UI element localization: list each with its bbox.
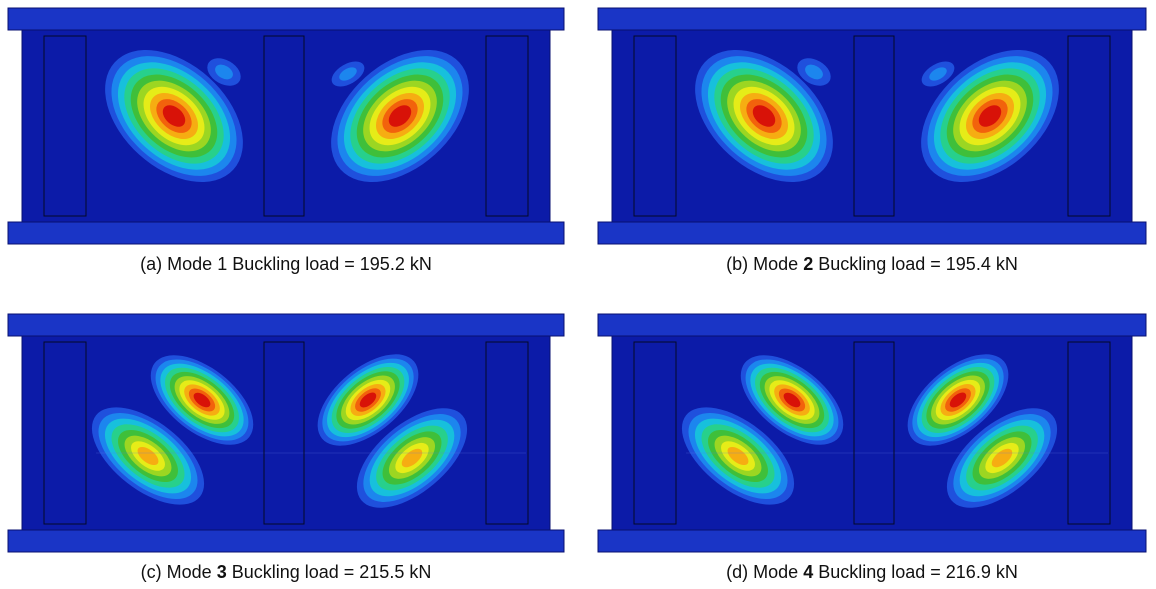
secondary-bump [797, 58, 831, 86]
stiffener-outline [633, 35, 677, 217]
bottom-flange [7, 529, 565, 553]
bottom-flange [597, 221, 1147, 245]
buckle-lobe-right [331, 49, 469, 183]
contour-band [401, 448, 423, 468]
caption-suffix: Buckling load = 195.2 kN [227, 254, 432, 274]
stiffener-outline [263, 341, 305, 525]
contour-band [991, 448, 1013, 468]
caption-prefix: (a) Mode [140, 254, 218, 274]
stiffener-outline [853, 35, 895, 217]
caption-mode-number: 2 [803, 254, 814, 274]
contour-band [805, 64, 823, 80]
stiffener-outline [853, 341, 895, 525]
contour-band [162, 105, 186, 127]
web-plate [21, 29, 551, 223]
buckle-lobe-left [105, 49, 243, 183]
bottom-flange [597, 529, 1147, 553]
secondary-bump [921, 61, 955, 87]
caption-suffix: Buckling load = 215.5 kN [226, 562, 432, 582]
contour-plot-mode-4 [596, 312, 1148, 554]
top-flange [7, 7, 565, 31]
caption-mode-4: (d) Mode 4 Buckling load = 216.9 kN [596, 562, 1148, 583]
caption-mode-1: (a) Mode 1 Buckling load = 195.2 kN [6, 254, 566, 275]
caption-mode-number: 1 [217, 254, 228, 274]
stiffener-outline [43, 341, 87, 525]
contour-plot-mode-1 [6, 6, 566, 246]
buckle-lobe-left-lower [681, 407, 795, 505]
buckle-lobe-right-upper [317, 354, 419, 446]
panel-mode-3: (c) Mode 3 Buckling load = 215.5 kN [6, 312, 566, 584]
top-flange [597, 313, 1147, 337]
panel-mode-4: (d) Mode 4 Buckling load = 216.9 kN [596, 312, 1148, 584]
contour-band [339, 67, 357, 81]
buckle-lobe-right-lower [356, 408, 468, 508]
caption-mode-number: 3 [216, 562, 227, 582]
contour-band [752, 105, 776, 127]
caption-prefix: (d) Mode [726, 562, 804, 582]
caption-mode-number: 4 [803, 562, 814, 582]
stiffener-outline [633, 341, 677, 525]
buckle-lobe-right-upper [907, 354, 1009, 446]
caption-suffix: Buckling load = 195.4 kN [813, 254, 1018, 274]
stiffener-outline [43, 35, 87, 217]
contour-band [388, 105, 412, 127]
contour-band [193, 392, 211, 408]
contour-band [727, 446, 749, 466]
web-plate [611, 29, 1133, 223]
stiffener-outline [1067, 341, 1111, 525]
secondary-bump [207, 58, 241, 86]
caption-prefix: (b) Mode [726, 254, 804, 274]
contour-band [929, 67, 947, 81]
caption-mode-2: (b) Mode 2 Buckling load = 195.4 kN [596, 254, 1148, 275]
caption-prefix: (c) Mode [140, 562, 217, 582]
contour-band [215, 64, 233, 80]
stiffener-outline [485, 341, 529, 525]
buckle-lobe-left [695, 49, 833, 183]
buckle-lobe-right-lower [946, 408, 1058, 508]
contour-band [978, 105, 1002, 127]
caption-mode-3: (c) Mode 3 Buckling load = 215.5 kN [6, 562, 566, 583]
stiffener-outline [485, 35, 529, 217]
buckle-lobe-left-upper [740, 355, 844, 445]
bottom-flange [7, 221, 565, 245]
contour-band [359, 392, 377, 408]
top-flange [597, 7, 1147, 31]
panel-mode-1: (a) Mode 1 Buckling load = 195.2 kN [6, 6, 566, 278]
contour-band [949, 392, 967, 408]
contour-plot-mode-3 [6, 312, 566, 554]
contour-plot-mode-2 [596, 6, 1148, 246]
top-flange [7, 313, 565, 337]
stiffener-outline [263, 35, 305, 217]
contour-band [783, 392, 801, 408]
stiffener-outline [1067, 35, 1111, 217]
contour-band [137, 446, 159, 466]
buckle-lobe-left-upper [150, 355, 254, 445]
buckle-lobe-right [921, 49, 1059, 183]
caption-suffix: Buckling load = 216.9 kN [813, 562, 1018, 582]
secondary-bump [331, 61, 365, 87]
panel-mode-2: (b) Mode 2 Buckling load = 195.4 kN [596, 6, 1148, 278]
buckle-lobe-left-lower [91, 407, 205, 505]
